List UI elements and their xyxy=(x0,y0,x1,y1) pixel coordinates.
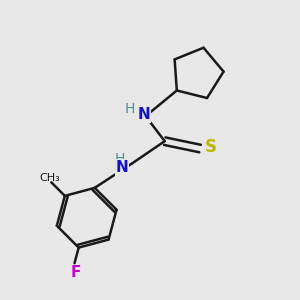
Text: N: N xyxy=(138,107,151,122)
Text: H: H xyxy=(124,102,135,116)
Text: CH₃: CH₃ xyxy=(40,173,60,183)
Text: N: N xyxy=(116,160,128,175)
Text: S: S xyxy=(204,138,216,156)
Text: H: H xyxy=(115,152,125,166)
Text: F: F xyxy=(71,265,81,280)
